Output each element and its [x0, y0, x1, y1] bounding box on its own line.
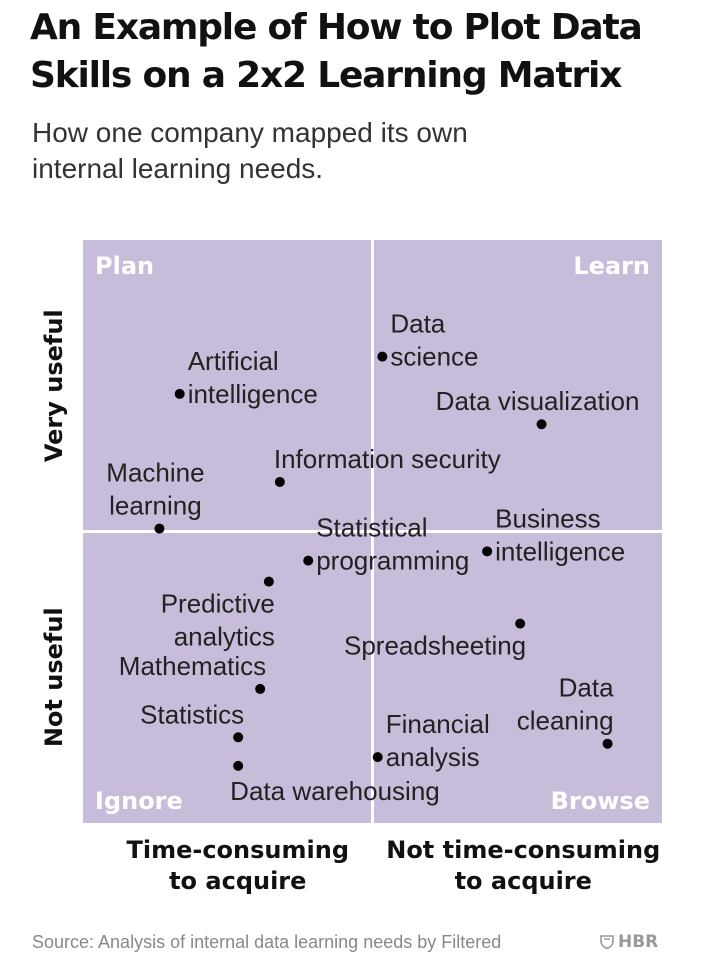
chart-subtitle: How one company mapped its own internal … — [32, 115, 592, 187]
data-label-financial-analysis-line-1: Financial — [386, 709, 490, 739]
data-label-data-cleaning-line-1: Data — [559, 673, 614, 703]
x-axis-label-not-time-consuming-line-2: to acquire — [455, 867, 592, 895]
data-point-financial-analysis — [372, 752, 383, 763]
data-label-machine-learning-line-2: learning — [109, 491, 202, 521]
data-label-information-security: Information security — [274, 444, 501, 474]
data-point-artificial-intelligence — [174, 388, 185, 399]
chart-title: An Example of How to Plot Data Skills on… — [30, 4, 690, 100]
data-point-predictive-analytics — [263, 576, 274, 587]
data-point-statistical-programming — [303, 555, 314, 566]
data-point-statistics — [233, 732, 244, 743]
chart-title-line-1: An Example of How to Plot Data — [30, 7, 643, 48]
chart-subtitle-line-2: internal learning needs. — [32, 153, 324, 184]
hbr-logo: HBR — [600, 932, 658, 952]
data-point-data-warehousing — [233, 760, 244, 771]
data-label-data-warehousing: Data warehousing — [230, 776, 440, 806]
y-axis-label-very-useful: Very useful — [40, 309, 68, 462]
data-label-business-intelligence-line-1: Business — [495, 503, 600, 533]
data-label-statistical-programming-line-1: Statistical — [316, 513, 427, 543]
data-label-predictive-analytics-line-1: Predictive — [161, 589, 275, 619]
x-axis-label-not-time-consuming-line-1: Not time-consuming — [386, 836, 660, 864]
data-label-data-science-line-1: Data — [390, 309, 445, 339]
data-point-data-cleaning — [602, 738, 613, 749]
data-point-machine-learning — [154, 523, 165, 534]
data-label-data-science-line-2: science — [390, 342, 478, 372]
quadrant-label-ignore: Ignore — [95, 787, 183, 815]
quadrant-label-learn: Learn — [573, 252, 650, 280]
data-point-business-intelligence — [482, 546, 493, 557]
data-point-data-visualization — [536, 419, 547, 430]
data-label-data-cleaning-line-2: cleaning — [517, 706, 614, 736]
data-point-spreadsheeting — [515, 618, 526, 629]
data-point-mathematics — [255, 683, 266, 694]
matrix-background — [83, 240, 662, 823]
x-axis-label-time-consuming-line-2: to acquire — [169, 867, 306, 895]
source-note: Source: Analysis of internal data learni… — [32, 932, 502, 952]
data-label-predictive-analytics-line-2: analytics — [174, 622, 275, 652]
data-label-spreadsheeting: Spreadsheeting — [344, 631, 526, 661]
data-label-statistical-programming-line-2: programming — [316, 546, 469, 576]
shield-icon — [600, 935, 614, 949]
data-label-machine-learning-line-1: Machine — [106, 458, 204, 488]
hbr-logo-text: HBR — [618, 932, 659, 952]
quadrant-label-browse: Browse — [551, 787, 650, 815]
chart-title-line-2: Skills on a 2x2 Learning Matrix — [30, 55, 622, 96]
x-axis-label-time-consuming-line-1: Time-consuming — [126, 836, 349, 864]
data-label-artificial-intelligence-line-2: intelligence — [188, 379, 318, 409]
data-label-statistics: Statistics — [140, 699, 244, 729]
data-label-artificial-intelligence-line-1: Artificial — [188, 346, 279, 376]
data-point-information-security — [274, 476, 285, 487]
chart-subtitle-line-1: How one company mapped its own — [32, 117, 468, 148]
data-point-data-science — [377, 351, 388, 362]
data-label-mathematics: Mathematics — [119, 651, 266, 681]
data-label-financial-analysis-line-2: analysis — [386, 742, 480, 772]
data-label-data-visualization: Data visualization — [436, 386, 640, 416]
data-label-business-intelligence-line-2: intelligence — [495, 536, 625, 566]
quadrant-label-plan: Plan — [95, 252, 154, 280]
y-axis-label-not-useful: Not useful — [40, 607, 68, 747]
